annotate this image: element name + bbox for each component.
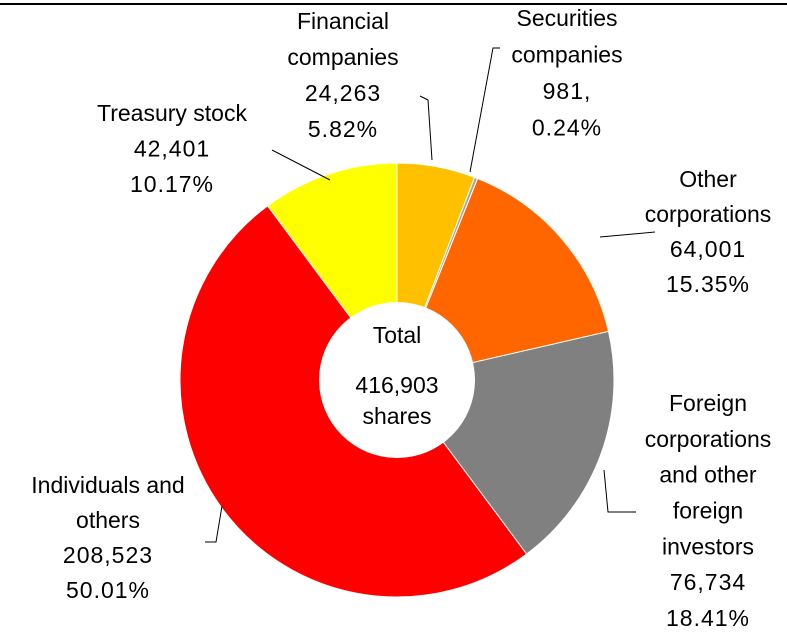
center-title: Total bbox=[373, 322, 422, 348]
slice-label: corporations bbox=[645, 426, 772, 452]
slice-label: Foreign bbox=[669, 390, 747, 416]
value-label: 76,734 bbox=[670, 569, 746, 595]
value-label: 208,523 bbox=[63, 542, 153, 568]
leader-line bbox=[469, 47, 500, 173]
value-label: 42,401 bbox=[134, 136, 210, 162]
leader-line bbox=[419, 95, 433, 161]
percentage-label: 5.82% bbox=[308, 116, 378, 142]
leader-line bbox=[599, 231, 656, 238]
leader-line bbox=[603, 469, 636, 513]
percentage-label: 18.41% bbox=[666, 605, 750, 631]
slice-label: Treasury stock bbox=[97, 100, 247, 126]
leader-line bbox=[271, 149, 331, 181]
percentage-label: 10.17% bbox=[130, 171, 214, 197]
slice-label: Securities bbox=[517, 5, 618, 31]
value-label: 24,263 bbox=[305, 80, 381, 106]
slice-label: corporations bbox=[645, 201, 772, 227]
slice-label: Other bbox=[679, 166, 737, 192]
percentage-label: 15.35% bbox=[666, 271, 750, 297]
slice-label: companies bbox=[287, 44, 398, 70]
donut-hole bbox=[319, 302, 475, 458]
percentage-label: 50.01% bbox=[66, 577, 150, 603]
slice-label: investors bbox=[662, 533, 754, 559]
slice-label: and other bbox=[659, 462, 757, 488]
slice-label: foreign bbox=[673, 497, 743, 523]
percentage-label: 0.24% bbox=[532, 115, 602, 141]
slice-label: companies bbox=[511, 42, 622, 68]
value-label: 981, bbox=[543, 78, 592, 104]
slice-label: Individuals and bbox=[31, 472, 184, 498]
slice-label: Financial bbox=[297, 8, 389, 34]
leader-line bbox=[205, 505, 223, 543]
center-unit: shares bbox=[362, 403, 431, 429]
value-label: 64,001 bbox=[670, 236, 746, 262]
center-total: 416,903 bbox=[355, 372, 438, 398]
slice-label: others bbox=[76, 507, 140, 533]
